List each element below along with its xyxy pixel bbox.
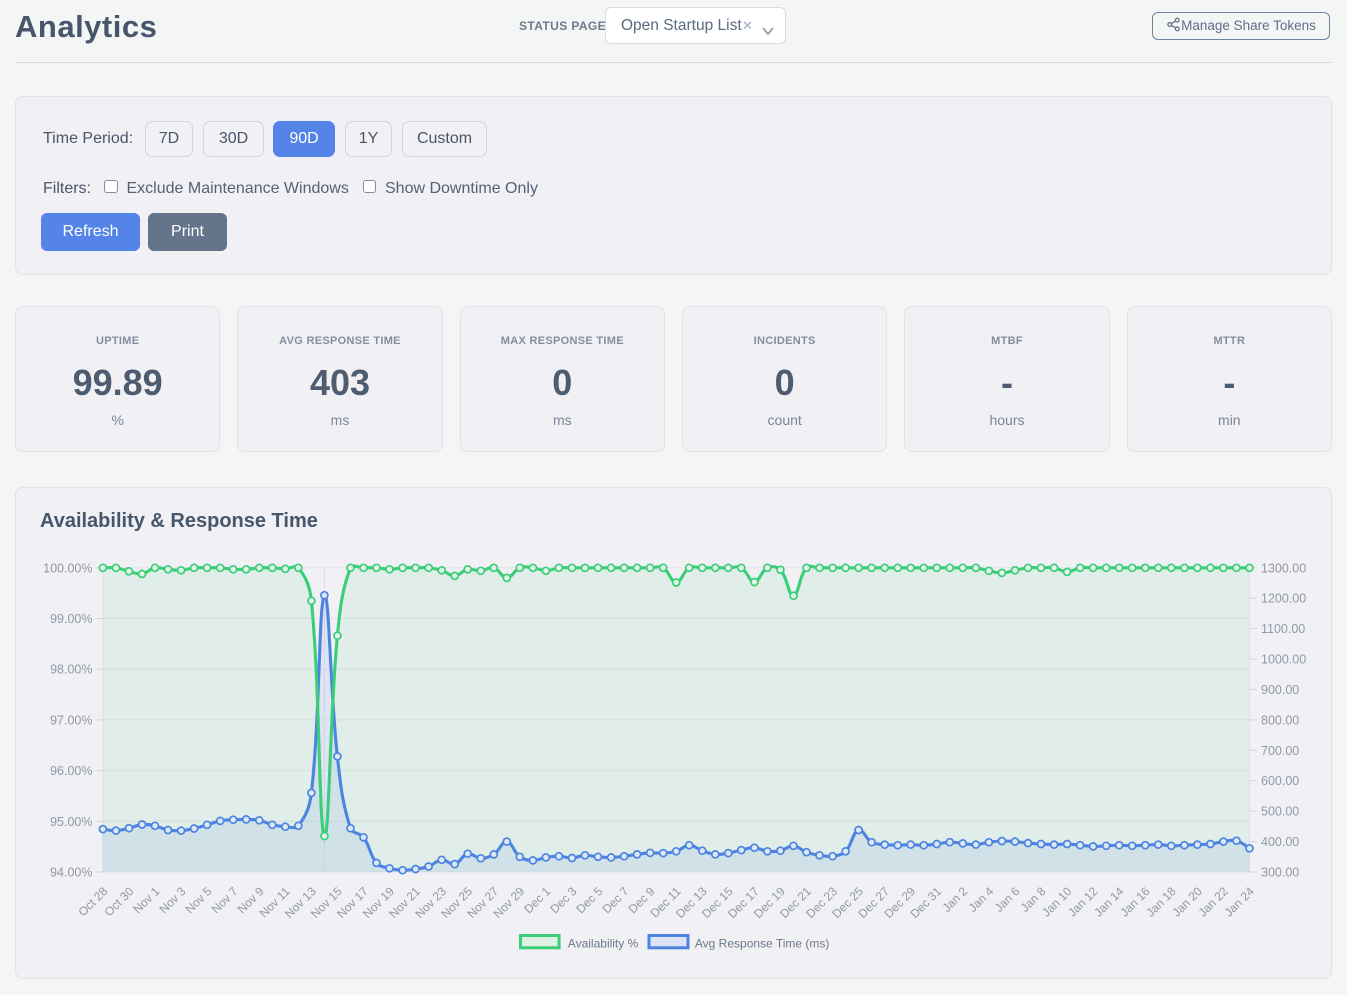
- svg-text:Nov 3: Nov 3: [156, 884, 188, 916]
- svg-text:Availability %: Availability %: [568, 937, 639, 951]
- svg-text:Jan 4: Jan 4: [966, 884, 997, 915]
- svg-text:1100.00: 1100.00: [1261, 622, 1305, 636]
- svg-text:Avg Response Time (ms): Avg Response Time (ms): [695, 937, 830, 951]
- svg-text:Jan 2: Jan 2: [940, 884, 971, 915]
- svg-text:Dec 3: Dec 3: [547, 884, 579, 916]
- svg-text:95.00%: 95.00%: [50, 815, 92, 829]
- svg-text:700.00: 700.00: [1261, 744, 1299, 758]
- svg-text:Jan 24: Jan 24: [1222, 884, 1258, 920]
- svg-text:1000.00: 1000.00: [1261, 653, 1306, 667]
- svg-text:800.00: 800.00: [1261, 713, 1299, 727]
- svg-text:300.00: 300.00: [1261, 866, 1299, 880]
- svg-text:500.00: 500.00: [1261, 805, 1299, 819]
- svg-text:99.00%: 99.00%: [50, 612, 92, 626]
- svg-text:Dec 7: Dec 7: [599, 884, 631, 916]
- svg-text:Nov 5: Nov 5: [182, 884, 214, 916]
- svg-text:98.00%: 98.00%: [50, 663, 92, 677]
- svg-text:Nov 1: Nov 1: [130, 884, 162, 916]
- svg-text:600.00: 600.00: [1261, 774, 1299, 788]
- svg-text:100.00%: 100.00%: [43, 561, 92, 575]
- svg-text:1300.00: 1300.00: [1261, 561, 1306, 575]
- svg-text:Dec 1: Dec 1: [521, 884, 553, 916]
- svg-text:97.00%: 97.00%: [50, 713, 92, 727]
- svg-text:Oct 30: Oct 30: [102, 884, 137, 919]
- svg-text:900.00: 900.00: [1261, 683, 1299, 697]
- svg-text:1200.00: 1200.00: [1261, 592, 1306, 606]
- svg-text:94.00%: 94.00%: [50, 866, 92, 880]
- svg-text:Jan 6: Jan 6: [992, 884, 1023, 915]
- svg-text:96.00%: 96.00%: [50, 764, 92, 778]
- svg-text:Nov 7: Nov 7: [209, 884, 241, 916]
- svg-text:400.00: 400.00: [1261, 835, 1299, 849]
- svg-text:Dec 5: Dec 5: [573, 884, 605, 916]
